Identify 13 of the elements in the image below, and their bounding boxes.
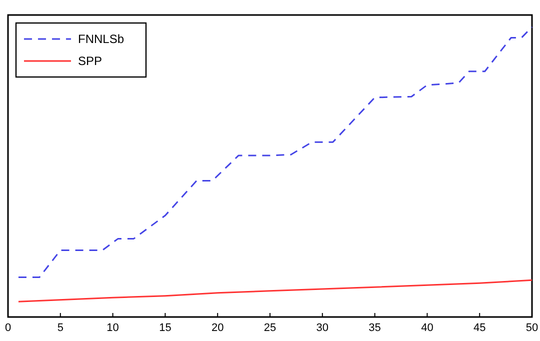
- x-tick-label: 0: [4, 322, 12, 334]
- legend-label: FNNLSb: [78, 32, 124, 46]
- x-tick-label: 45: [473, 322, 486, 334]
- x-tick-label: 40: [421, 322, 434, 334]
- x-tick-label: 50: [526, 322, 538, 334]
- x-tick-label: 10: [106, 322, 119, 334]
- legend-label: SPP: [78, 54, 102, 68]
- x-tick-label: 35: [368, 322, 381, 334]
- x-tick-label: 20: [211, 322, 224, 334]
- x-tick-label: 30: [316, 322, 329, 334]
- x-tick-label: 25: [264, 322, 276, 334]
- x-tick-label: 15: [159, 322, 172, 334]
- x-tick-label: 5: [57, 322, 64, 334]
